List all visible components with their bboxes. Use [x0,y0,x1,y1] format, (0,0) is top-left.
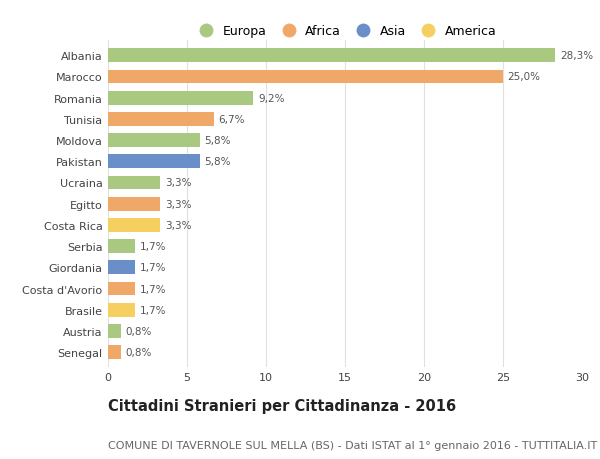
Text: 3,3%: 3,3% [165,199,191,209]
Bar [108,261,135,274]
Text: 9,2%: 9,2% [258,94,284,103]
Text: 6,7%: 6,7% [218,115,245,124]
Text: 28,3%: 28,3% [560,51,593,61]
Bar [108,155,200,169]
Legend: Europa, Africa, Asia, America: Europa, Africa, Asia, America [188,20,502,43]
Bar [108,70,503,84]
Bar [108,240,135,253]
Text: Cittadini Stranieri per Cittadinanza - 2016: Cittadini Stranieri per Cittadinanza - 2… [108,398,456,413]
Text: 1,7%: 1,7% [140,263,166,273]
Text: 25,0%: 25,0% [508,73,541,82]
Text: 1,7%: 1,7% [140,305,166,315]
Bar [108,325,121,338]
Text: 5,8%: 5,8% [205,157,231,167]
Text: 5,8%: 5,8% [205,136,231,146]
Text: 3,3%: 3,3% [165,178,191,188]
Bar [108,282,135,296]
Text: 0,8%: 0,8% [125,347,152,358]
Text: 3,3%: 3,3% [165,220,191,230]
Bar [108,303,135,317]
Bar [108,346,121,359]
Text: 1,7%: 1,7% [140,284,166,294]
Bar [108,176,160,190]
Bar [108,91,253,105]
Bar [108,49,555,63]
Bar [108,197,160,211]
Text: 0,8%: 0,8% [125,326,152,336]
Bar [108,218,160,232]
Bar [108,113,214,127]
Text: 1,7%: 1,7% [140,241,166,252]
Text: COMUNE DI TAVERNOLE SUL MELLA (BS) - Dati ISTAT al 1° gennaio 2016 - TUTTITALIA.: COMUNE DI TAVERNOLE SUL MELLA (BS) - Dat… [108,440,597,450]
Bar [108,134,200,148]
